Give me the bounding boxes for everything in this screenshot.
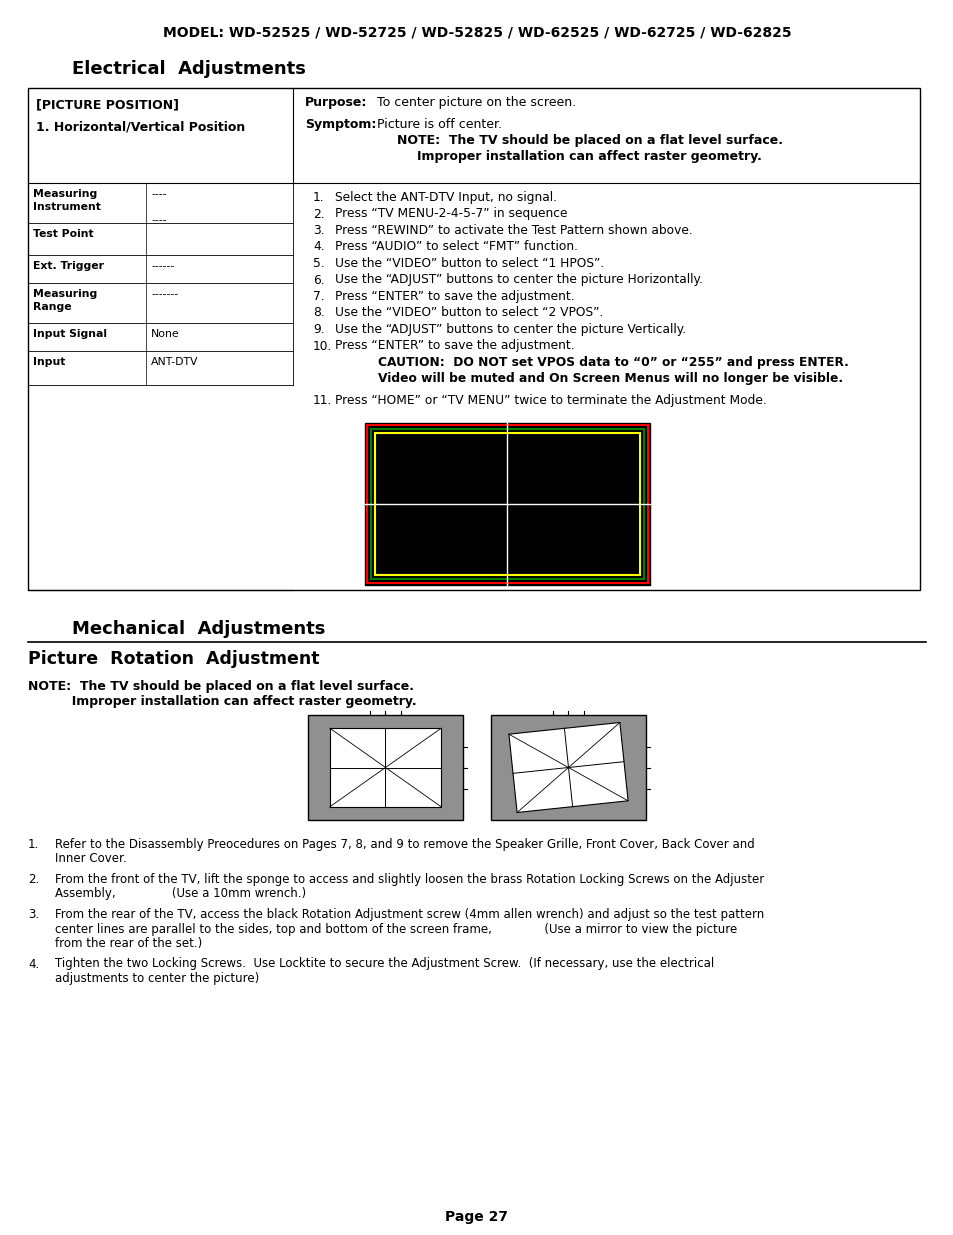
Bar	[375, 432, 639, 574]
Text: 4.: 4.	[28, 957, 39, 971]
Text: Press “REWIND” to activate the Test Pattern shown above.: Press “REWIND” to activate the Test Patt…	[335, 224, 692, 237]
Text: from the rear of the set.): from the rear of the set.)	[55, 937, 202, 950]
Text: Range: Range	[33, 303, 71, 312]
Text: Use the “ADJUST” buttons to center the picture Vertically.: Use the “ADJUST” buttons to center the p…	[335, 324, 685, 336]
Text: Use the “ADJUST” buttons to center the picture Horizontally.: Use the “ADJUST” buttons to center the p…	[335, 273, 702, 287]
Text: CAUTION:  DO NOT set VPOS data to “0” or “255” and press ENTER.: CAUTION: DO NOT set VPOS data to “0” or …	[377, 356, 848, 369]
Text: From the rear of the TV, access the black Rotation Adjustment screw (4mm allen w: From the rear of the TV, access the blac…	[55, 908, 763, 921]
Text: 9.: 9.	[313, 324, 324, 336]
Text: Measuring: Measuring	[33, 289, 97, 299]
Text: center lines are parallel to the sides, top and bottom of the screen frame,     : center lines are parallel to the sides, …	[55, 923, 737, 935]
Text: Refer to the Disassembly Preocedures on Pages 7, 8, and 9 to remove the Speaker : Refer to the Disassembly Preocedures on …	[55, 839, 754, 851]
Text: Ext. Trigger: Ext. Trigger	[33, 261, 104, 270]
Text: 7.: 7.	[313, 290, 324, 303]
Text: [PICTURE POSITION]: [PICTURE POSITION]	[36, 98, 179, 111]
Text: Use the “VIDEO” button to select “2 VPOS”.: Use the “VIDEO” button to select “2 VPOS…	[335, 306, 602, 320]
Text: Improper installation can affect raster geometry.: Improper installation can affect raster …	[416, 149, 761, 163]
Bar	[308, 715, 462, 820]
Text: Inner Cover.: Inner Cover.	[55, 852, 127, 866]
Text: Assembly,               (Use a 10mm wrench.): Assembly, (Use a 10mm wrench.)	[55, 888, 306, 900]
Text: NOTE:  The TV should be placed on a flat level surface.: NOTE: The TV should be placed on a flat …	[396, 135, 782, 147]
Text: ------: ------	[151, 261, 174, 270]
Bar	[367, 425, 647, 583]
Text: Use the “VIDEO” button to select “1 HPOS”.: Use the “VIDEO” button to select “1 HPOS…	[335, 257, 603, 270]
Text: ----: ----	[151, 189, 167, 199]
Text: 1.: 1.	[28, 839, 39, 851]
Text: From the front of the TV, lift the sponge to access and slightly loosen the bras: From the front of the TV, lift the spong…	[55, 873, 763, 885]
Text: -------: -------	[151, 289, 178, 299]
Text: MODEL: WD-52525 / WD-52725 / WD-52825 / WD-62525 / WD-62725 / WD-62825: MODEL: WD-52525 / WD-52725 / WD-52825 / …	[163, 26, 790, 40]
Text: 11.: 11.	[313, 394, 332, 408]
Text: 2.: 2.	[313, 207, 324, 221]
Text: ANT-DTV: ANT-DTV	[151, 357, 198, 367]
Text: Page 27: Page 27	[445, 1210, 508, 1224]
Text: 1. Horizontal/Vertical Position: 1. Horizontal/Vertical Position	[36, 120, 245, 133]
Polygon shape	[330, 729, 441, 806]
Text: 2.: 2.	[28, 873, 39, 885]
Text: Input: Input	[33, 357, 66, 367]
Text: Press “HOME” or “TV MENU” twice to terminate the Adjustment Mode.: Press “HOME” or “TV MENU” twice to termi…	[335, 394, 766, 408]
Polygon shape	[508, 722, 627, 813]
Text: 8.: 8.	[313, 306, 324, 320]
Text: 10.: 10.	[313, 340, 332, 352]
Text: Improper installation can affect raster geometry.: Improper installation can affect raster …	[28, 695, 416, 708]
Text: Electrical  Adjustments: Electrical Adjustments	[71, 61, 306, 78]
Text: Input Signal: Input Signal	[33, 329, 107, 338]
Bar	[371, 429, 643, 578]
Text: Press “AUDIO” to select “FMT” function.: Press “AUDIO” to select “FMT” function.	[335, 241, 578, 253]
Text: Select the ANT-DTV Input, no signal.: Select the ANT-DTV Input, no signal.	[335, 191, 557, 204]
Text: Test Point: Test Point	[33, 228, 93, 240]
Text: Mechanical  Adjustments: Mechanical Adjustments	[71, 620, 325, 638]
Text: Video will be muted and On Screen Menus will no longer be visible.: Video will be muted and On Screen Menus …	[377, 372, 842, 385]
Text: Press “ENTER” to save the adjustment.: Press “ENTER” to save the adjustment.	[335, 340, 574, 352]
Text: ----: ----	[151, 215, 167, 225]
Text: 6.: 6.	[313, 273, 324, 287]
Text: 3.: 3.	[313, 224, 324, 237]
Bar	[365, 422, 649, 584]
Text: None: None	[151, 329, 179, 338]
Text: Purpose:: Purpose:	[305, 96, 367, 109]
Bar	[28, 88, 919, 590]
Text: Measuring: Measuring	[33, 189, 97, 199]
Text: NOTE:  The TV should be placed on a flat level surface.: NOTE: The TV should be placed on a flat …	[28, 680, 414, 693]
Text: Press “TV MENU-2-4-5-7” in sequence: Press “TV MENU-2-4-5-7” in sequence	[335, 207, 567, 221]
Text: Picture  Rotation  Adjustment: Picture Rotation Adjustment	[28, 650, 319, 668]
Text: Symptom:: Symptom:	[305, 119, 376, 131]
Text: Instrument: Instrument	[33, 203, 101, 212]
Text: 1.: 1.	[313, 191, 324, 204]
Text: 4.: 4.	[313, 241, 324, 253]
Text: To center picture on the screen.: To center picture on the screen.	[376, 96, 576, 109]
Text: 5.: 5.	[313, 257, 324, 270]
Text: Tighten the two Locking Screws.  Use Locktite to secure the Adjustment Screw.  (: Tighten the two Locking Screws. Use Lock…	[55, 957, 714, 971]
Bar	[491, 715, 645, 820]
Text: Picture is off center.: Picture is off center.	[376, 119, 501, 131]
Text: 3.: 3.	[28, 908, 39, 921]
Text: adjustments to center the picture): adjustments to center the picture)	[55, 972, 259, 986]
Text: Press “ENTER” to save the adjustment.: Press “ENTER” to save the adjustment.	[335, 290, 574, 303]
